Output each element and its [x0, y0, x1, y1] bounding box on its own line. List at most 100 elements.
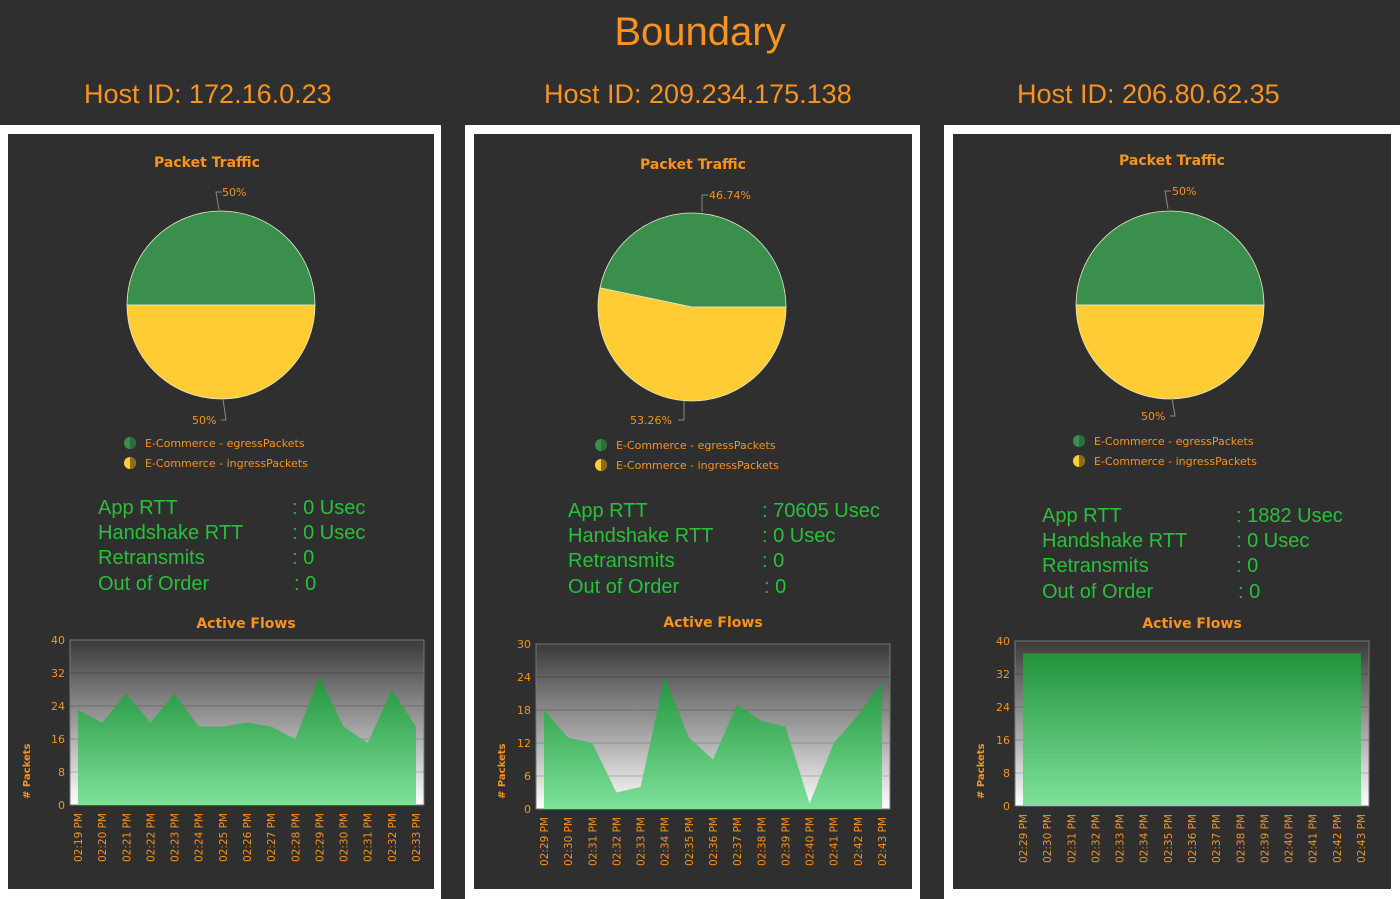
data-point[interactable]	[173, 692, 176, 695]
x-tick-label: 02:32 PM	[387, 813, 399, 862]
host-panel-2: Packet Traffic 46.74% 53.26% E-Commerce …	[465, 125, 920, 899]
pie-slice-ingress[interactable]	[597, 287, 787, 402]
active-flows-area[interactable]	[544, 677, 882, 809]
pie-egress-leader-line	[215, 191, 222, 211]
legend-item-ingress[interactable]: E-Commerce - ingressPackets	[123, 456, 308, 470]
metric-value-retransmits: : 0	[1236, 555, 1259, 577]
x-tick-label: 02:30 PM	[1042, 814, 1054, 863]
host-panel-body: Packet Traffic 50% 50% E-Commerce - egre…	[8, 134, 434, 889]
x-tick-label: 02:36 PM	[1187, 814, 1199, 863]
x-tick-label: 02:36 PM	[708, 817, 720, 866]
data-point[interactable]	[687, 736, 690, 739]
data-point[interactable]	[832, 742, 835, 745]
data-point[interactable]	[1094, 652, 1097, 655]
data-point[interactable]	[1239, 652, 1242, 655]
host-panel-body: Packet Traffic 50% 50% E-Commerce - egre…	[953, 134, 1391, 889]
data-point[interactable]	[342, 725, 345, 728]
data-point[interactable]	[1263, 652, 1266, 655]
data-point[interactable]	[1046, 652, 1049, 655]
legend-item-ingress[interactable]: E-Commerce - ingressPackets	[594, 458, 779, 472]
data-point[interactable]	[1360, 652, 1363, 655]
data-point[interactable]	[318, 676, 321, 679]
data-point[interactable]	[149, 721, 152, 724]
pie-slice-ingress[interactable]	[1075, 304, 1265, 400]
data-point[interactable]	[567, 736, 570, 739]
data-point[interactable]	[1166, 652, 1169, 655]
data-point[interactable]	[270, 725, 273, 728]
data-point[interactable]	[639, 786, 642, 789]
metric-label-handshake-rtt: Handshake RTT	[1042, 530, 1188, 552]
pie-slice-egress[interactable]	[599, 212, 787, 308]
legend-item-egress[interactable]: E-Commerce - egressPackets	[1072, 434, 1254, 448]
data-point[interactable]	[1215, 652, 1218, 655]
data-point[interactable]	[1335, 652, 1338, 655]
data-point[interactable]	[1022, 652, 1025, 655]
packet-traffic-title: Packet Traffic	[1119, 153, 1225, 169]
data-point[interactable]	[615, 791, 618, 794]
metric-label-app-rtt: App RTT	[568, 500, 648, 522]
data-point[interactable]	[663, 676, 666, 679]
pie-ingress-label: 53.26%	[630, 414, 672, 427]
data-point[interactable]	[221, 725, 224, 728]
active-flows-area[interactable]	[1023, 653, 1361, 806]
pie-egress-leader-line	[701, 194, 708, 212]
metric-value-app-rtt: : 1882 Usec	[1236, 505, 1343, 527]
data-point[interactable]	[1311, 652, 1314, 655]
data-point[interactable]	[712, 758, 715, 761]
data-point[interactable]	[1191, 652, 1194, 655]
metric-label-retransmits: Retransmits	[568, 550, 675, 572]
host-id-label-3: Host ID: 206.80.62.35	[1017, 79, 1280, 109]
x-tick-label: 02:34 PM	[660, 817, 672, 866]
pie-legend-icon	[595, 459, 607, 471]
active-flows-area-chart: 0 8 16 24 32 40 02:19 PM 02:20 PM 02:21 PM 02:22 …	[51, 634, 425, 862]
legend-item-egress[interactable]: E-Commerce - egressPackets	[123, 436, 305, 450]
active-flows-area-chart: 0 8 16 24 32 40 02:29 PM 02:30 PM 02:31 PM 02:32 …	[996, 635, 1370, 863]
app-title: Boundary	[614, 10, 786, 54]
active-flows-area[interactable]	[78, 677, 416, 805]
data-point[interactable]	[125, 692, 128, 695]
data-point[interactable]	[246, 721, 249, 724]
data-point[interactable]	[784, 725, 787, 728]
pie-slice-egress[interactable]	[1075, 210, 1265, 306]
x-tick-label: 02:32 PM	[1090, 814, 1102, 863]
pie-slice-egress[interactable]	[126, 210, 316, 306]
data-point[interactable]	[808, 802, 811, 805]
data-point[interactable]	[366, 742, 369, 745]
data-point[interactable]	[1287, 652, 1290, 655]
y-tick-label: 0	[1003, 800, 1010, 813]
legend-item-egress[interactable]: E-Commerce - egressPackets	[594, 438, 776, 452]
data-point[interactable]	[856, 714, 859, 717]
data-point[interactable]	[294, 738, 297, 741]
pie-ingress-leader-line	[678, 401, 685, 421]
y-tick-label: 0	[524, 803, 531, 816]
packet-traffic-pie-chart: 50% 50%	[126, 186, 316, 424]
active-flows-area-chart: 0 6 12 18 24 30 02:29 PM 02:30 PM 02:31 PM 02:32 …	[517, 638, 891, 866]
y-tick-label: 30	[517, 638, 531, 651]
data-point[interactable]	[77, 709, 80, 712]
legend-item-ingress[interactable]: E-Commerce - ingressPackets	[1072, 454, 1257, 468]
data-point[interactable]	[1142, 652, 1145, 655]
metric-value-retransmits: : 0	[762, 550, 785, 572]
pie-slice-ingress[interactable]	[126, 304, 316, 400]
y-axis-title: # Packets	[22, 743, 33, 800]
data-point[interactable]	[1118, 652, 1121, 655]
pie-egress-label: 46.74%	[709, 189, 751, 202]
data-point[interactable]	[1070, 652, 1073, 655]
data-point[interactable]	[390, 688, 393, 691]
metric-label-out-of-order: Out of Order	[568, 576, 680, 598]
data-point[interactable]	[881, 681, 884, 684]
y-tick-label: 0	[58, 799, 65, 812]
data-point[interactable]	[197, 725, 200, 728]
data-point[interactable]	[591, 742, 594, 745]
data-point[interactable]	[101, 721, 104, 724]
data-point[interactable]	[415, 725, 418, 728]
x-tick-label: 02:40 PM	[805, 817, 817, 866]
x-tick-label: 02:25 PM	[218, 813, 230, 862]
pie-legend-icon	[595, 439, 607, 451]
data-point[interactable]	[543, 709, 546, 712]
metric-value-out-of-order: : 0	[294, 573, 317, 595]
legend-label: E-Commerce - ingressPackets	[1094, 454, 1257, 468]
data-point[interactable]	[736, 703, 739, 706]
pie-ingress-leader-line	[1170, 397, 1176, 417]
data-point[interactable]	[760, 720, 763, 723]
